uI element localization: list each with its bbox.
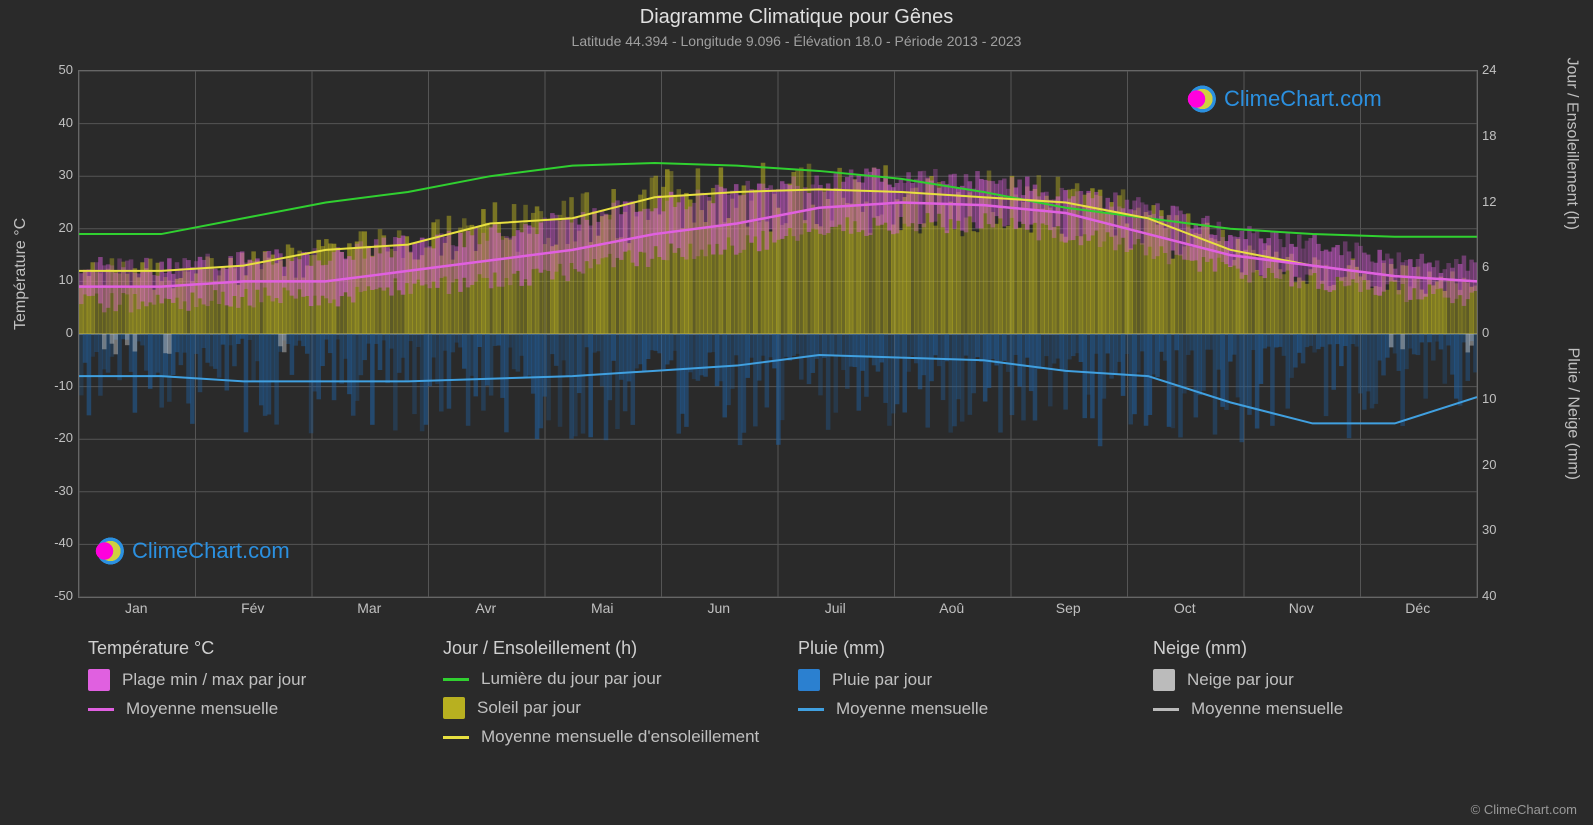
month-tick: Aoû <box>922 600 982 616</box>
y-right-top-axis-label: Jour / Ensoleillement (h) <box>1563 57 1581 230</box>
month-tick: Juil <box>805 600 865 616</box>
legend-row: Neige par jour <box>1153 669 1488 691</box>
legend-swatch <box>443 678 469 681</box>
y-right-bottom-axis-label: Pluie / Neige (mm) <box>1563 348 1581 480</box>
legend-label: Moyenne mensuelle <box>836 699 988 719</box>
legend-row: Soleil par jour <box>443 697 778 719</box>
legend-label: Plage min / max par jour <box>122 670 306 690</box>
month-tick: Sep <box>1038 600 1098 616</box>
y-right-hour-tick: 18 <box>1482 128 1496 143</box>
month-tick: Nov <box>1271 600 1331 616</box>
y-left-tick: 50 <box>33 62 73 77</box>
legend-label: Soleil par jour <box>477 698 581 718</box>
legend-row: Moyenne mensuelle <box>798 699 1133 719</box>
month-tick: Mai <box>572 600 632 616</box>
legend-label: Lumière du jour par jour <box>481 669 661 689</box>
chart-subtitle: Latitude 44.394 - Longitude 9.096 - Élév… <box>0 33 1593 49</box>
watermark: ClimeChart.com <box>1186 84 1382 114</box>
legend-swatch <box>443 736 469 739</box>
legend: Température °C Plage min / max par jour Mo… <box>78 630 1498 763</box>
legend-label: Moyenne mensuelle <box>1191 699 1343 719</box>
copyright: © ClimeChart.com <box>1471 802 1577 817</box>
watermark-logo-icon <box>94 536 124 566</box>
legend-header: Pluie (mm) <box>798 638 1133 659</box>
plot-area <box>78 70 1478 598</box>
climate-chart-root: Diagramme Climatique pour Gênes Latitude… <box>0 0 1593 825</box>
y-left-tick: 30 <box>33 167 73 182</box>
month-tick: Déc <box>1388 600 1448 616</box>
legend-column: Neige (mm) Neige par jour Moyenne mensuell… <box>1143 630 1498 763</box>
y-left-tick: 20 <box>33 220 73 235</box>
y-right-hour-tick: 12 <box>1482 194 1496 209</box>
plot-svg <box>79 71 1477 597</box>
legend-row: Lumière du jour par jour <box>443 669 778 689</box>
legend-swatch <box>798 708 824 711</box>
y-right-hour-tick: 6 <box>1482 259 1489 274</box>
legend-swatch <box>1153 708 1179 711</box>
month-tick: Fév <box>223 600 283 616</box>
legend-column: Température °C Plage min / max par jour Mo… <box>78 630 433 763</box>
y-left-tick: -40 <box>33 535 73 550</box>
watermark: ClimeChart.com <box>94 536 290 566</box>
legend-column: Jour / Ensoleillement (h) Lumière du jour… <box>433 630 788 763</box>
y-left-tick: -20 <box>33 430 73 445</box>
y-left-tick: -50 <box>33 588 73 603</box>
month-tick: Jun <box>689 600 749 616</box>
y-right-mm-tick: 30 <box>1482 522 1496 537</box>
y-left-tick: 10 <box>33 272 73 287</box>
month-tick: Oct <box>1155 600 1215 616</box>
month-tick: Avr <box>456 600 516 616</box>
legend-row: Plage min / max par jour <box>88 669 423 691</box>
y-left-axis-label: Température °C <box>12 218 30 330</box>
legend-swatch <box>88 669 110 691</box>
legend-label: Moyenne mensuelle <box>126 699 278 719</box>
legend-swatch <box>1153 669 1175 691</box>
legend-label: Pluie par jour <box>832 670 932 690</box>
y-left-tick: -10 <box>33 378 73 393</box>
month-tick: Jan <box>106 600 166 616</box>
y-left-tick: 0 <box>33 325 73 340</box>
legend-row: Pluie par jour <box>798 669 1133 691</box>
legend-header: Neige (mm) <box>1153 638 1488 659</box>
legend-swatch <box>443 697 465 719</box>
y-right-hour-tick: 24 <box>1482 62 1496 77</box>
month-tick: Mar <box>339 600 399 616</box>
legend-swatch <box>798 669 820 691</box>
legend-column: Pluie (mm) Pluie par jour Moyenne mensuell… <box>788 630 1143 763</box>
watermark-logo-icon <box>1186 84 1216 114</box>
legend-swatch <box>88 708 114 711</box>
y-left-tick: 40 <box>33 115 73 130</box>
y-left-tick: -30 <box>33 483 73 498</box>
legend-label: Neige par jour <box>1187 670 1294 690</box>
y-right-mm-tick: 10 <box>1482 391 1496 406</box>
y-right-hour-tick: 0 <box>1482 325 1489 340</box>
y-right-mm-tick: 40 <box>1482 588 1496 603</box>
watermark-text: ClimeChart.com <box>132 538 290 564</box>
legend-row: Moyenne mensuelle <box>88 699 423 719</box>
legend-header: Jour / Ensoleillement (h) <box>443 638 778 659</box>
legend-row: Moyenne mensuelle d'ensoleillement <box>443 727 778 747</box>
legend-row: Moyenne mensuelle <box>1153 699 1488 719</box>
legend-label: Moyenne mensuelle d'ensoleillement <box>481 727 759 747</box>
watermark-text: ClimeChart.com <box>1224 86 1382 112</box>
chart-title: Diagramme Climatique pour Gênes <box>0 0 1593 29</box>
legend-header: Température °C <box>88 638 423 659</box>
y-right-mm-tick: 20 <box>1482 457 1496 472</box>
